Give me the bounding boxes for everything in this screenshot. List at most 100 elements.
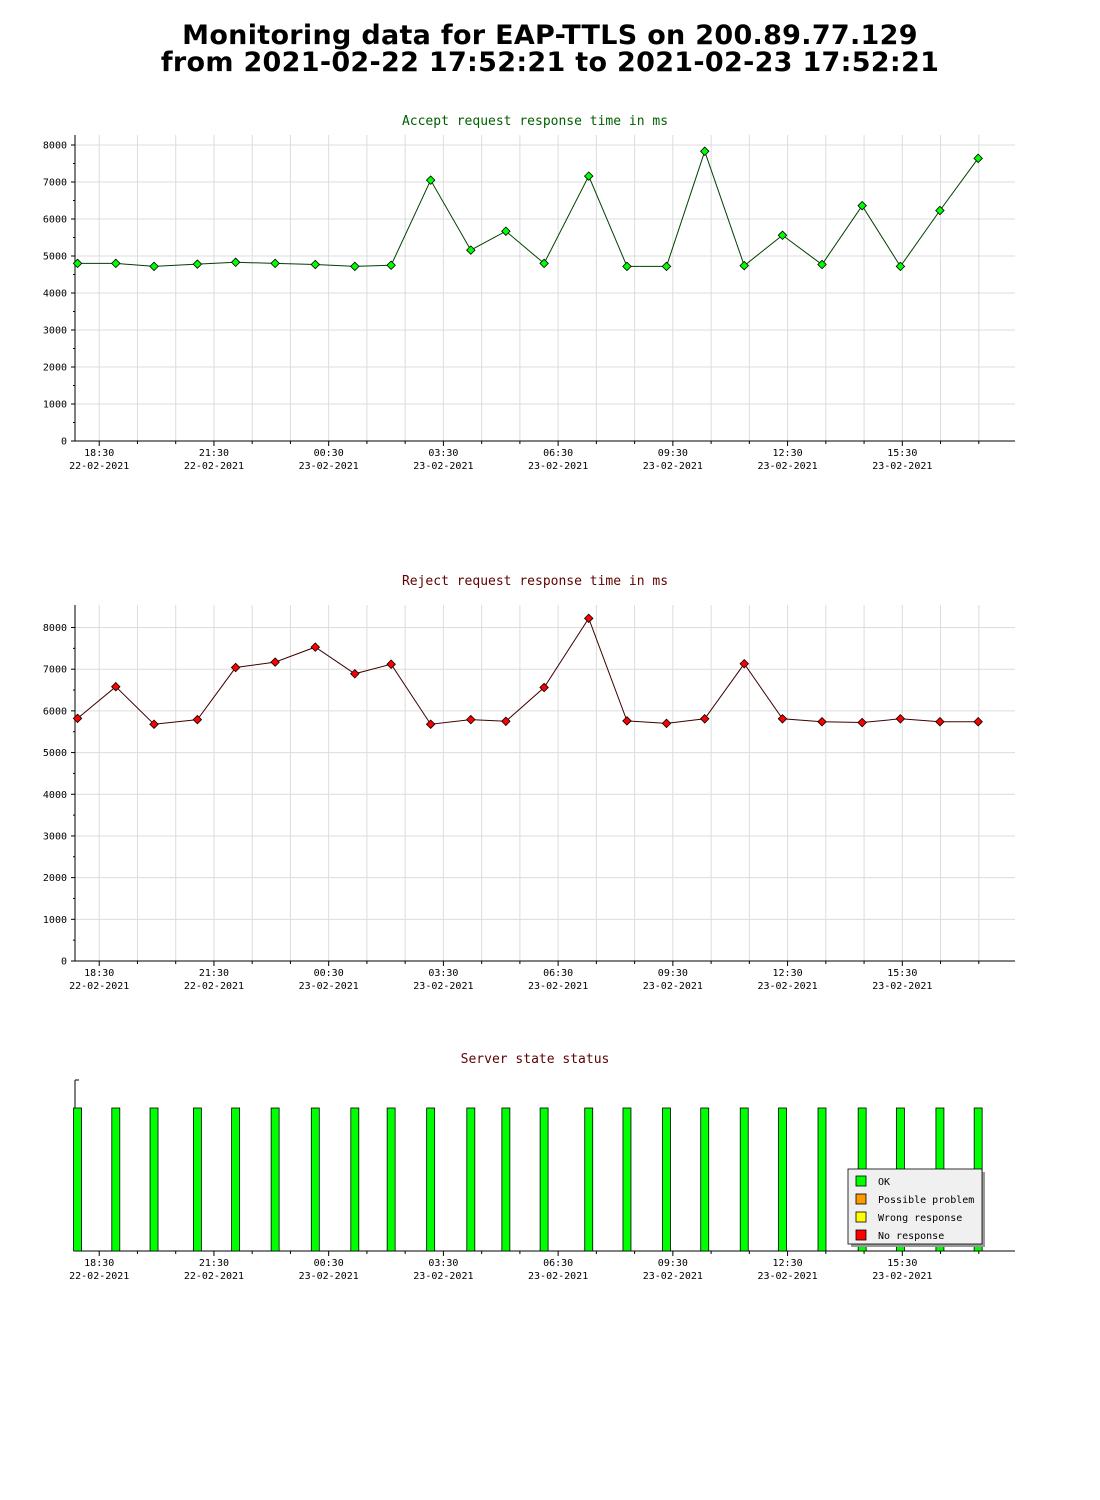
accept-data-point — [192, 259, 203, 269]
accept-data-point — [935, 205, 945, 216]
reject-data-point — [230, 662, 241, 673]
reject-data-point — [72, 713, 83, 724]
state-x-tick-time: 12:30 — [773, 1258, 803, 1269]
reject-data-point — [622, 716, 632, 726]
state-bar — [539, 1107, 549, 1252]
reject-data-point — [350, 669, 360, 679]
accept-x-tick-time: 06:30 — [543, 448, 573, 459]
state-bar — [739, 1107, 749, 1252]
state-x-tick-date: 23-02-2021 — [757, 1271, 817, 1282]
accept-data-point — [622, 261, 632, 272]
state-bar — [622, 1107, 632, 1252]
state-x-tick-time: 15:30 — [887, 1258, 917, 1269]
state-x-tick-time: 06:30 — [543, 1258, 573, 1269]
accept-series-line — [77, 149, 979, 268]
state-bar — [310, 1107, 320, 1252]
reject-y-tick-label: 5000 — [43, 748, 67, 759]
accept-x-tick-date: 23-02-2021 — [643, 461, 703, 472]
state-bar — [817, 1107, 827, 1252]
page-title-line-2: from 2021-02-22 17:52:21 to 2021-02-23 1… — [160, 47, 940, 78]
state-x-tick-time: 09:30 — [658, 1258, 688, 1269]
accept-y-tick-label: 8000 — [43, 141, 67, 152]
accept-x-tick-time: 21:30 — [199, 448, 229, 459]
reject-y-tick-label: 1000 — [43, 915, 67, 926]
accept-y-tick-label: 3000 — [43, 326, 67, 337]
accept-x-tick-date: 22-02-2021 — [69, 461, 129, 472]
reject-x-tick-date: 23-02-2021 — [413, 981, 473, 992]
reject-data-point — [857, 717, 867, 728]
reject-y-tick-label: 6000 — [43, 706, 67, 717]
accept-x-tick-date: 23-02-2021 — [872, 461, 932, 472]
reject-y-tick-label: 4000 — [43, 790, 67, 801]
accept-data-point — [699, 146, 710, 157]
reject-data-point — [501, 716, 511, 727]
reject-y-tick-label: 7000 — [43, 665, 67, 676]
legend-swatch — [855, 1175, 867, 1187]
reject-x-tick-time: 06:30 — [543, 968, 573, 979]
accept-data-point — [111, 258, 121, 269]
accept-x-tick-time: 00:30 — [314, 448, 344, 459]
reject-data-point — [739, 659, 750, 669]
reject-data-point — [935, 716, 945, 727]
reject-x-tick-time: 12:30 — [773, 968, 803, 979]
state-x-tick-date: 23-02-2021 — [872, 1271, 932, 1282]
state-bar — [350, 1107, 360, 1252]
accept-y-tick-label: 1000 — [43, 400, 67, 411]
state-x-tick-date: 23-02-2021 — [643, 1271, 703, 1282]
accept-data-point — [739, 260, 750, 271]
reject-data-point — [466, 714, 476, 725]
state-bar — [778, 1107, 787, 1252]
state-bar — [73, 1107, 82, 1252]
legend-label: Wrong response — [878, 1213, 962, 1224]
accept-data-point — [425, 175, 436, 185]
accept-data-point — [72, 258, 83, 269]
reject-data-point — [895, 714, 906, 724]
reject-data-point — [425, 719, 436, 729]
reject-response-chart: Reject request response time in ms 0 1000 2… — [43, 574, 1015, 992]
reject-x-tick-date: 23-02-2021 — [299, 981, 359, 992]
accept-data-point — [539, 258, 549, 269]
reject-data-point — [817, 716, 827, 727]
accept-data-point — [817, 259, 827, 270]
state-chart-title: Server state status — [461, 1052, 610, 1067]
accept-y-tick-label: 0 — [61, 437, 67, 448]
legend-swatch — [855, 1229, 867, 1241]
reject-x-tick-date: 23-02-2021 — [757, 981, 817, 992]
legend-swatch — [855, 1211, 867, 1223]
state-bar — [231, 1107, 241, 1252]
reject-x-tick-date: 22-02-2021 — [69, 981, 129, 992]
accept-y-tick-label: 5000 — [43, 252, 67, 263]
accept-x-tick-time: 18:30 — [84, 448, 114, 459]
state-bar — [149, 1107, 159, 1252]
reject-data-point — [270, 657, 280, 667]
legend-label: OK — [878, 1177, 890, 1188]
state-x-tick-time: 18:30 — [84, 1258, 114, 1269]
accept-x-tick-date: 22-02-2021 — [184, 461, 244, 472]
state-bar — [700, 1107, 710, 1252]
state-bar — [426, 1107, 436, 1252]
reject-x-tick-time: 00:30 — [314, 968, 344, 979]
reject-x-tick-date: 23-02-2021 — [643, 981, 703, 992]
reject-chart-title: Reject request response time in ms — [402, 574, 668, 589]
accept-data-point — [583, 171, 594, 181]
reject-data-point — [973, 716, 983, 727]
reject-data-point — [149, 719, 159, 729]
accept-x-tick-time: 03:30 — [428, 448, 458, 459]
reject-y-tick-label: 2000 — [43, 873, 67, 884]
state-bar — [466, 1107, 476, 1252]
accept-data-point — [973, 153, 983, 164]
accept-y-tick-label: 6000 — [43, 215, 67, 226]
state-x-tick-date: 22-02-2021 — [184, 1271, 244, 1282]
page-title-line-1: Monitoring data for EAP-TTLS on 200.89.7… — [182, 20, 918, 51]
reject-data-point — [539, 682, 549, 693]
accept-x-tick-time: 09:30 — [658, 448, 688, 459]
state-bar — [111, 1107, 121, 1252]
reject-y-tick-label: 3000 — [43, 831, 67, 842]
accept-data-point — [350, 261, 360, 272]
reject-x-tick-time: 03:30 — [428, 968, 458, 979]
state-x-tick-date: 23-02-2021 — [299, 1271, 359, 1282]
accept-x-tick-date: 23-02-2021 — [528, 461, 588, 472]
reject-x-tick-time: 15:30 — [887, 968, 917, 979]
accept-data-point — [149, 261, 159, 272]
accept-data-point — [230, 257, 241, 268]
